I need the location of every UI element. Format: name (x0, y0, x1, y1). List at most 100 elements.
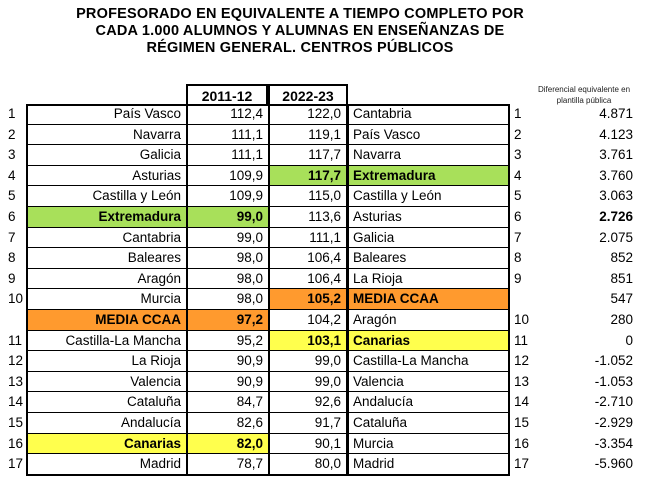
rank-2022-cell: 13 (514, 373, 530, 389)
diferencial-cell: 3.760 (599, 167, 633, 183)
diferencial-cell: 2.726 (599, 208, 633, 224)
table-bottom-border (26, 473, 510, 476)
rank-2011-cell: 9 (8, 270, 16, 286)
table-row: 9 Aragón 98,0 106,4 La Rioja 9 851 (0, 268, 650, 290)
diferencial-cell: 0 (625, 332, 633, 348)
region-2011-cell: País Vasco (26, 104, 186, 125)
region-2011-cell: Madrid (26, 454, 186, 475)
rank-2011-cell: 8 (8, 250, 16, 266)
region-2022-cell: Baleares (348, 248, 510, 269)
table-row: 14 Cataluña 84,7 92,6 Andalucía 14 -2.710 (0, 392, 650, 413)
rank-2011-cell: 3 (8, 147, 16, 163)
table-row: 5 Castilla y León 109,9 115,0 Castilla y Leó… (0, 186, 650, 207)
diferencial-cell: -5.960 (594, 456, 633, 472)
rank-2011-cell: 11 (8, 332, 23, 348)
region-2011-cell: Valencia (26, 371, 186, 393)
region-2022-cell: Aragón (348, 309, 510, 331)
value-2022-cell: 99,0 (268, 371, 348, 393)
region-2011-cell: La Rioja (26, 351, 186, 372)
diferencial-cell: -2.929 (594, 414, 633, 430)
value-2011-cell: 84,7 (186, 392, 268, 413)
value-2011-cell: 78,7 (186, 454, 268, 475)
value-2011-cell: 109,9 (186, 165, 268, 187)
rank-2022-cell: 15 (514, 414, 530, 430)
table-row: 16 Canarias 82,0 90,1 Murcia 16 -3.354 (0, 433, 650, 455)
value-2022-cell: 103,1 (268, 330, 348, 352)
region-2011-cell: Murcia (26, 289, 186, 310)
data-table: 1 País Vasco 112,4 122,0 Cantabria 1 4.871 2 Nav… (0, 104, 650, 475)
region-2022-cell: Cantabria (348, 104, 510, 125)
value-2011-cell: 99,0 (186, 227, 268, 249)
value-2011-cell: 82,6 (186, 412, 268, 434)
rank-2011-cell: 12 (8, 353, 24, 369)
diferencial-cell: 2.075 (599, 229, 633, 245)
region-2022-cell: Asturias (348, 206, 510, 228)
value-2022-cell: 80,0 (268, 454, 348, 475)
rank-2022-cell: 17 (514, 456, 530, 472)
value-2022-cell: 106,4 (268, 248, 348, 269)
region-2011-cell: MEDIA CCAA (26, 309, 186, 331)
value-2022-cell: 105,2 (268, 289, 348, 310)
value-2011-cell: 111,1 (186, 124, 268, 146)
region-2022-cell: Murcia (348, 433, 510, 455)
region-2022-cell: Castilla y León (348, 186, 510, 207)
value-2022-cell: 119,1 (268, 124, 348, 146)
rank-2022-cell: 8 (514, 250, 522, 266)
rank-2022-cell: 16 (514, 435, 530, 451)
rank-2022-cell: 10 (514, 311, 530, 327)
table-row: 2 Navarra 111,1 119,1 País Vasco 2 4.123 (0, 124, 650, 146)
rank-2011-cell: 14 (8, 394, 24, 410)
diferencial-cell: 547 (610, 291, 633, 307)
rank-2011-cell: 10 (8, 291, 24, 307)
value-2011-cell: 90,9 (186, 371, 268, 393)
region-2011-cell: Aragón (26, 268, 186, 290)
value-2022-cell: 117,7 (268, 145, 348, 166)
table-row: 13 Valencia 90,9 99,0 Valencia 13 -1.053 (0, 371, 650, 393)
diferencial-cell: 4.123 (599, 126, 633, 142)
table-row: 15 Andalucía 82,6 91,7 Cataluña 15 -2.929 (0, 412, 650, 434)
region-2011-cell: Cataluña (26, 392, 186, 413)
rank-2022-cell: 11 (514, 332, 529, 348)
region-2011-cell: Canarias (26, 433, 186, 455)
region-2022-cell: Cataluña (348, 412, 510, 434)
value-2022-cell: 91,7 (268, 412, 348, 434)
region-2022-cell: Castilla-La Mancha (348, 351, 510, 372)
region-2011-cell: Cantabria (26, 227, 186, 249)
diferencial-cell: 851 (610, 270, 633, 286)
page-title: PROFESORADO EN EQUIVALENTE A TIEMPO COMP… (0, 6, 600, 57)
value-2022-cell: 115,0 (268, 186, 348, 207)
value-2022-cell: 122,0 (268, 104, 348, 125)
region-2022-cell: La Rioja (348, 268, 510, 290)
value-2022-cell: 90,1 (268, 433, 348, 455)
rank-2011-cell: 5 (8, 188, 16, 204)
value-2022-cell: 117,7 (268, 165, 348, 187)
rank-2022-cell: 2 (514, 126, 522, 142)
region-2022-cell: Navarra (348, 145, 510, 166)
region-2011-cell: Galicia (26, 145, 186, 166)
value-2011-cell: 99,0 (186, 206, 268, 228)
rank-2011-cell: 7 (8, 229, 16, 245)
title-line-3: RÉGIMEN GENERAL. CENTROS PÚBLICOS (146, 40, 454, 56)
value-2022-cell: 113,6 (268, 206, 348, 228)
diferencial-cell: 3.761 (599, 147, 633, 163)
region-2011-cell: Baleares (26, 248, 186, 269)
value-2011-cell: 112,4 (186, 104, 268, 125)
region-2011-cell: Castilla y León (26, 186, 186, 207)
rank-2022-cell: 12 (514, 353, 530, 369)
table-row: 11 Castilla-La Mancha 95,2 103,1 Canarias 11 0 (0, 330, 650, 352)
region-2011-cell: Extremadura (26, 206, 186, 228)
table-row: 12 La Rioja 90,9 99,0 Castilla-La Mancha 12 -1… (0, 351, 650, 372)
rank-2011-cell: 13 (8, 373, 24, 389)
rank-2011-cell: 2 (8, 126, 16, 142)
rank-2011-cell: 6 (8, 208, 16, 224)
value-2022-cell: 104,2 (268, 309, 348, 331)
region-2022-cell: País Vasco (348, 124, 510, 146)
diferencial-cell: -3.354 (594, 435, 633, 451)
rank-2022-cell: 1 (514, 106, 522, 121)
diferencial-cell: -2.710 (594, 394, 633, 410)
rank-2022-cell (514, 289, 534, 310)
value-2011-cell: 111,1 (186, 145, 268, 166)
value-2011-cell: 90,9 (186, 351, 268, 372)
diferencial-cell: 3.063 (599, 188, 633, 204)
value-2022-cell: 92,6 (268, 392, 348, 413)
